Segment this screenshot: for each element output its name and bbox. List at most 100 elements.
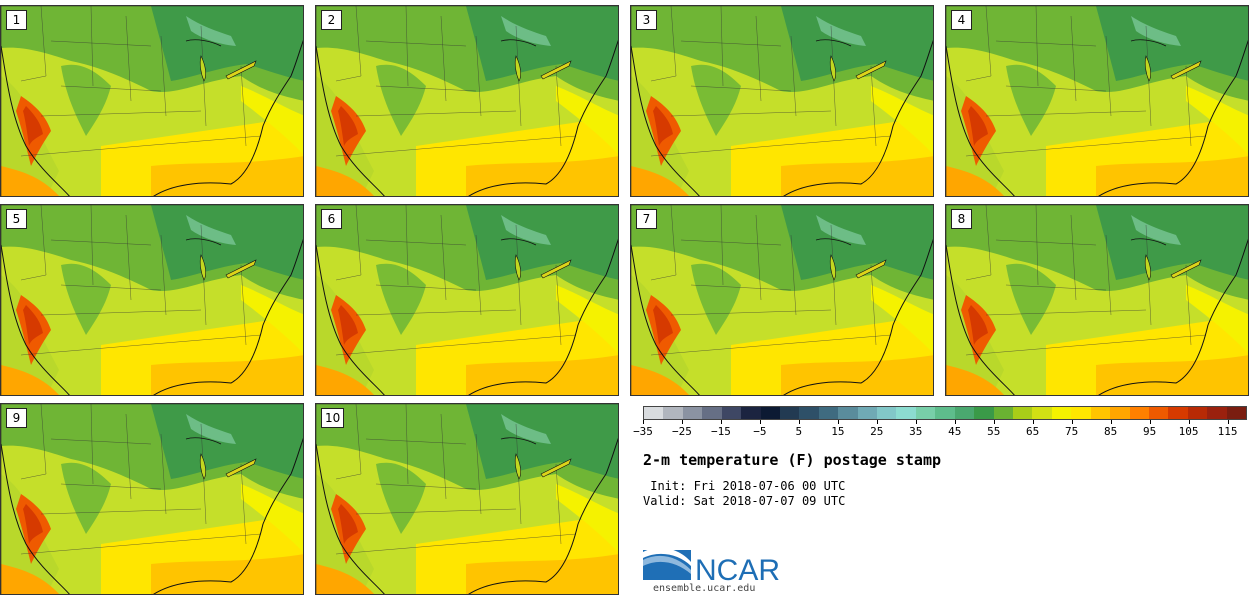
logo-text: NCAR [695,554,780,586]
panel-number-label: 6 [321,209,342,229]
colorbar-tick [1227,420,1229,424]
postage-stamp-panel: 5 [0,204,304,396]
postage-stamp-panel: 1 [0,5,304,197]
colorbar-swatch [1051,407,1072,419]
colorbar-swatch [818,407,839,419]
colorbar-tick-label: 35 [909,425,923,438]
postage-stamp-panel: 3 [630,5,934,197]
colorbar-swatch [1090,407,1111,419]
colorbar-tick [1149,420,1151,424]
colorbar-swatch [741,407,761,419]
colorbar-tick-label: 25 [870,425,884,438]
colorbar-tick-label: 85 [1103,425,1118,438]
colorbar-swatch [760,407,780,419]
colorbar-swatch [1168,407,1188,419]
footer-url: ensemble.ucar.edu [653,583,756,594]
temperature-map [631,6,933,196]
colorbar-swatch [1110,407,1130,419]
colorbar-swatch [1071,407,1091,419]
colorbar-swatch [702,407,722,419]
colorbar-tick-label: −35 [633,425,653,438]
temperature-map [316,6,618,196]
panel-number-label: 4 [951,10,972,30]
temperature-map [946,205,1248,395]
colorbar-swatch [644,407,664,419]
colorbar-tick [759,420,761,424]
colorbar-swatch [1129,407,1149,419]
panel-number-label: 5 [6,209,27,229]
colorbar-swatch [993,407,1014,419]
colorbar-tick-label: 5 [795,425,803,438]
colorbar-swatch [721,407,742,419]
colorbar-tick [643,420,644,424]
colorbar-tick [1110,420,1112,424]
colorbar-tick-label: −5 [753,425,767,438]
colorbar-tick-label: 115 [1217,425,1238,438]
postage-stamp-panel: 7 [630,204,934,396]
colorbar-tick-label: 45 [948,425,962,438]
colorbar-swatch [838,407,858,419]
panel-number-label: 10 [321,408,345,428]
panel-number-label: 7 [636,209,657,229]
colorbar-tick [993,420,995,424]
colorbar-swatch [682,407,703,419]
colorbar-tick [837,420,839,424]
colorbar-swatch [779,407,800,419]
init-time: Init: Fri 2018-07-06 00 UTC [643,479,846,493]
colorbar-tick-label: 55 [987,425,1001,438]
colorbar-tick-label: 75 [1065,425,1079,438]
colorbar-swatch [1032,407,1052,419]
colorbar-tick [1032,420,1034,424]
colorbar-swatch [1226,407,1247,419]
postage-stamp-panel: 2 [315,5,619,197]
colorbar-swatch [974,407,994,419]
colorbar-tick [876,420,878,424]
panel-number-label: 2 [321,10,342,30]
colorbar-swatch [935,407,955,419]
panel-number-label: 9 [6,408,27,428]
colorbar-tick [915,420,917,424]
panel-number-label: 1 [6,10,27,30]
colorbar-tick-label: 95 [1142,425,1157,438]
panel-number-label: 3 [636,10,657,30]
valid-time: Valid: Sat 2018-07-07 09 UTC [643,494,846,508]
temperature-map [316,404,618,594]
temperature-map [316,205,618,395]
colorbar-swatch [1013,407,1033,419]
colorbar-tick-label: 105 [1178,425,1199,438]
postage-stamp-panel: 6 [315,204,619,396]
colorbar-swatch [877,407,897,419]
temperature-map [946,6,1248,196]
colorbar-swatch [896,407,916,419]
colorbar-tick-label: −15 [710,425,731,438]
figure-title: 2-m temperature (F) postage stamp [643,451,942,469]
colorbar-swatch [1148,407,1169,419]
colorbar-tick [954,420,956,424]
postage-stamp-panel: 10 [315,403,619,595]
colorbar-swatch [954,407,975,419]
colorbar-tick [720,420,722,424]
panel-number-label: 8 [951,209,972,229]
colorbar-tick [681,420,683,424]
temperature-map [1,6,303,196]
colorbar-tick-label: 15 [831,425,845,438]
colorbar-tick-label: −25 [672,425,692,438]
colorbar-swatch [1207,407,1227,419]
temperature-map [1,205,303,395]
colorbar-swatch [857,407,878,419]
colorbar-tick-label: 65 [1026,425,1040,438]
postage-stamp-panel: 4 [945,5,1249,197]
colorbar-ticks: −35 −25 −15 −5 5 15 25 35 45 55 65 75 85 95 105 115 [633,420,1247,442]
postage-stamp-panel: 9 [0,403,304,595]
temperature-map [631,205,933,395]
postage-stamp-panel: 8 [945,204,1249,396]
colorbar-swatch [915,407,936,419]
colorbar-tick [798,420,800,424]
ncar-logo-icon: NCAR [643,547,780,587]
temperature-colorbar [643,406,1247,420]
temperature-map [1,404,303,594]
colorbar-swatch [1187,407,1208,419]
colorbar-swatch [663,407,683,419]
colorbar-swatch [799,407,819,419]
colorbar-tick [1071,420,1073,424]
